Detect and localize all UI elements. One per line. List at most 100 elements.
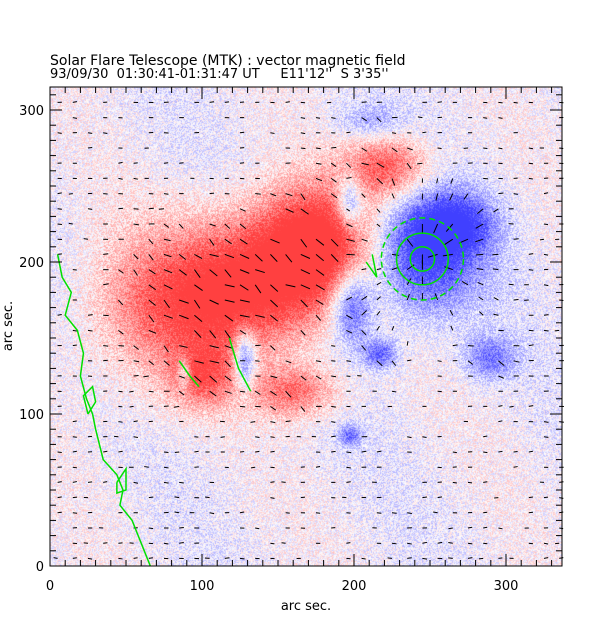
field-vector xyxy=(239,329,247,335)
field-vector xyxy=(103,481,108,483)
field-vector xyxy=(435,193,439,201)
field-vector xyxy=(346,238,355,242)
field-vector xyxy=(467,542,473,545)
field-vector xyxy=(559,527,564,530)
field-vector xyxy=(285,254,293,263)
field-vector xyxy=(224,345,234,350)
field-vector xyxy=(376,450,382,453)
field-vector xyxy=(285,101,290,103)
field-vector xyxy=(436,178,439,184)
field-vector xyxy=(270,481,275,483)
field-vector xyxy=(194,375,202,383)
field-vector xyxy=(194,360,204,364)
axis-ticks xyxy=(49,87,562,567)
field-vector xyxy=(391,266,399,271)
field-vector xyxy=(483,435,488,438)
field-vector xyxy=(72,101,78,103)
field-vector xyxy=(68,222,73,225)
field-vector xyxy=(118,207,124,210)
field-vector xyxy=(417,116,423,119)
field-vector xyxy=(539,238,545,241)
field-vector xyxy=(498,192,504,195)
x-tick-label: 300 xyxy=(494,579,519,594)
field-vector xyxy=(118,450,123,453)
field-vector xyxy=(509,405,514,408)
field-vector xyxy=(173,405,180,408)
field-vector xyxy=(178,390,185,396)
field-vector xyxy=(72,481,78,483)
field-vector xyxy=(452,344,458,347)
field-vector xyxy=(179,541,184,544)
field-vector xyxy=(178,254,187,260)
plot-subtitle: 93/09/30 01:30:41-01:31:47 UT E11'12'' S… xyxy=(50,67,389,82)
field-vector xyxy=(406,293,410,301)
field-vector xyxy=(559,299,564,302)
field-vector xyxy=(498,405,503,407)
field-vector xyxy=(148,207,154,210)
field-vector xyxy=(331,375,337,378)
field-vector xyxy=(133,436,139,439)
field-vector xyxy=(543,284,549,287)
field-vector xyxy=(361,117,367,122)
field-vector xyxy=(543,314,549,316)
field-vector xyxy=(148,314,155,323)
field-vector xyxy=(118,390,123,393)
field-vector xyxy=(434,293,439,301)
field-vector xyxy=(118,299,124,306)
field-vector xyxy=(559,557,564,559)
field-vector xyxy=(209,360,220,364)
contour-line xyxy=(380,217,465,301)
field-vector xyxy=(250,421,256,423)
field-vector xyxy=(483,117,488,119)
field-vector xyxy=(452,481,457,484)
field-vector xyxy=(422,496,428,499)
field-vector xyxy=(174,511,180,514)
field-vector xyxy=(148,254,154,261)
field-vector xyxy=(57,451,62,454)
field-vector xyxy=(498,450,503,453)
field-vector xyxy=(498,147,503,150)
field-vector xyxy=(103,359,108,362)
contour-line xyxy=(116,466,127,495)
field-vector xyxy=(361,147,368,152)
vector-field xyxy=(53,101,564,560)
field-vector xyxy=(498,117,503,119)
field-vector xyxy=(315,284,325,291)
field-vector xyxy=(224,284,235,288)
field-vector xyxy=(209,299,219,305)
field-vector xyxy=(224,375,232,382)
field-vector xyxy=(72,450,77,453)
field-vector xyxy=(528,147,534,150)
field-vector xyxy=(391,147,398,153)
field-vector xyxy=(270,405,276,411)
field-vector xyxy=(300,406,306,412)
field-vector xyxy=(194,330,202,338)
field-vector xyxy=(315,375,322,380)
field-vector xyxy=(209,223,216,227)
field-vector xyxy=(346,451,352,454)
field-vector xyxy=(133,223,139,226)
field-vector xyxy=(133,360,140,363)
field-vector xyxy=(270,299,279,308)
field-vector xyxy=(57,481,62,483)
field-vector xyxy=(72,496,78,499)
contour-line xyxy=(395,232,449,286)
field-vector xyxy=(330,254,339,262)
field-vector xyxy=(179,481,184,484)
field-vector xyxy=(53,557,58,559)
field-vector xyxy=(330,193,338,199)
field-vector xyxy=(239,557,245,560)
field-vector xyxy=(205,496,210,499)
field-vector xyxy=(361,238,368,242)
field-vector xyxy=(376,223,381,227)
field-vector xyxy=(528,162,534,165)
field-vector xyxy=(483,451,488,454)
field-vector xyxy=(376,117,382,123)
y-tick-label: 300 xyxy=(19,104,44,119)
field-vector xyxy=(543,192,549,195)
field-vector xyxy=(376,178,384,185)
field-vector xyxy=(87,481,93,483)
field-vector xyxy=(194,450,199,453)
field-vector xyxy=(498,420,503,423)
field-vector xyxy=(148,238,154,245)
